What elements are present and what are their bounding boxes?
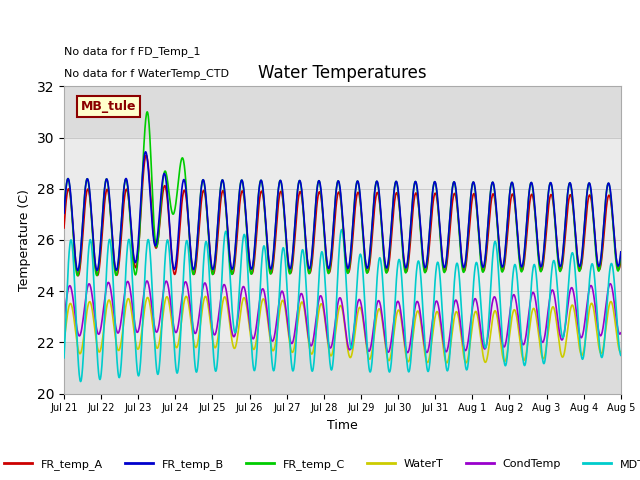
Bar [64,86,621,394]
CondTemp [143,278,150,284]
FR_temp_B [319,204,326,210]
WaterT [308,351,316,357]
CondTemp [297,291,305,297]
CondTemp [617,330,625,336]
Y-axis label: Temperature (C): Temperature (C) [18,189,31,291]
FR_temp_A [319,208,326,214]
FR_temp_C [126,216,134,222]
FR_temp_A [308,255,316,261]
FR_temp_A [142,152,150,158]
WaterT [617,349,625,355]
FR_temp_C [143,109,151,115]
FR_temp_C [104,179,111,184]
MDTemp_A [297,259,305,264]
MDTemp_A [104,252,111,258]
FR_temp_C [617,252,625,257]
FR_temp_B [142,149,150,155]
Line: FR_temp_C: FR_temp_C [64,112,621,276]
Line: MDTemp_A: MDTemp_A [64,229,621,382]
CondTemp [103,282,111,288]
FR_temp_B [378,220,385,226]
X-axis label: Time: Time [327,419,358,432]
FR_temp_A [378,222,385,228]
Legend: FR_temp_A, FR_temp_B, FR_temp_C, WaterT, CondTemp, MDTemp_A: FR_temp_A, FR_temp_B, FR_temp_C, WaterT,… [0,454,640,474]
CondTemp [308,341,316,347]
FR_temp_B [104,178,111,183]
WaterT [103,302,111,308]
WaterT [126,299,134,304]
FR_temp_A [74,273,82,278]
FR_temp_C [378,225,385,230]
MDTemp_A [318,249,326,255]
FR_temp_A [104,187,111,192]
Line: WaterT: WaterT [64,296,621,363]
WaterT [443,360,451,366]
FR_temp_A [617,258,625,264]
FR_temp_C [297,183,305,189]
WaterT [297,301,305,307]
MDTemp_A [126,242,134,248]
FR_temp_A [60,225,68,231]
FR_temp_B [308,244,316,250]
CondTemp [318,296,326,302]
FR_temp_C [308,246,316,252]
FR_temp_C [74,273,81,278]
Title: Water Temperatures: Water Temperatures [258,64,427,82]
MDTemp_A [378,264,385,270]
CondTemp [126,284,134,290]
FR_temp_C [60,210,68,216]
MDTemp_A [308,368,316,374]
WaterT [378,312,385,317]
WaterT [60,339,68,345]
WaterT [318,302,326,308]
CondTemp [378,307,385,312]
CondTemp [60,317,68,323]
MDTemp_A [77,379,84,384]
Line: FR_temp_A: FR_temp_A [64,155,621,276]
MDTemp_A [617,352,625,358]
CondTemp [404,350,412,356]
FR_temp_B [74,268,81,274]
FR_temp_C [319,207,326,213]
MDTemp_A [338,227,346,232]
FR_temp_B [297,181,305,187]
Text: No data for f FD_Temp_1: No data for f FD_Temp_1 [64,47,200,58]
Line: FR_temp_B: FR_temp_B [64,152,621,271]
FR_temp_B [617,249,625,255]
FR_temp_A [297,190,305,196]
Text: MB_tule: MB_tule [81,100,136,113]
FR_temp_B [60,210,68,216]
Bar [64,138,621,342]
Line: CondTemp: CondTemp [64,281,621,353]
FR_temp_B [126,210,134,216]
Text: No data for f WaterTemp_CTD: No data for f WaterTemp_CTD [64,68,229,79]
MDTemp_A [60,355,68,361]
WaterT [182,293,190,299]
FR_temp_A [126,213,134,218]
